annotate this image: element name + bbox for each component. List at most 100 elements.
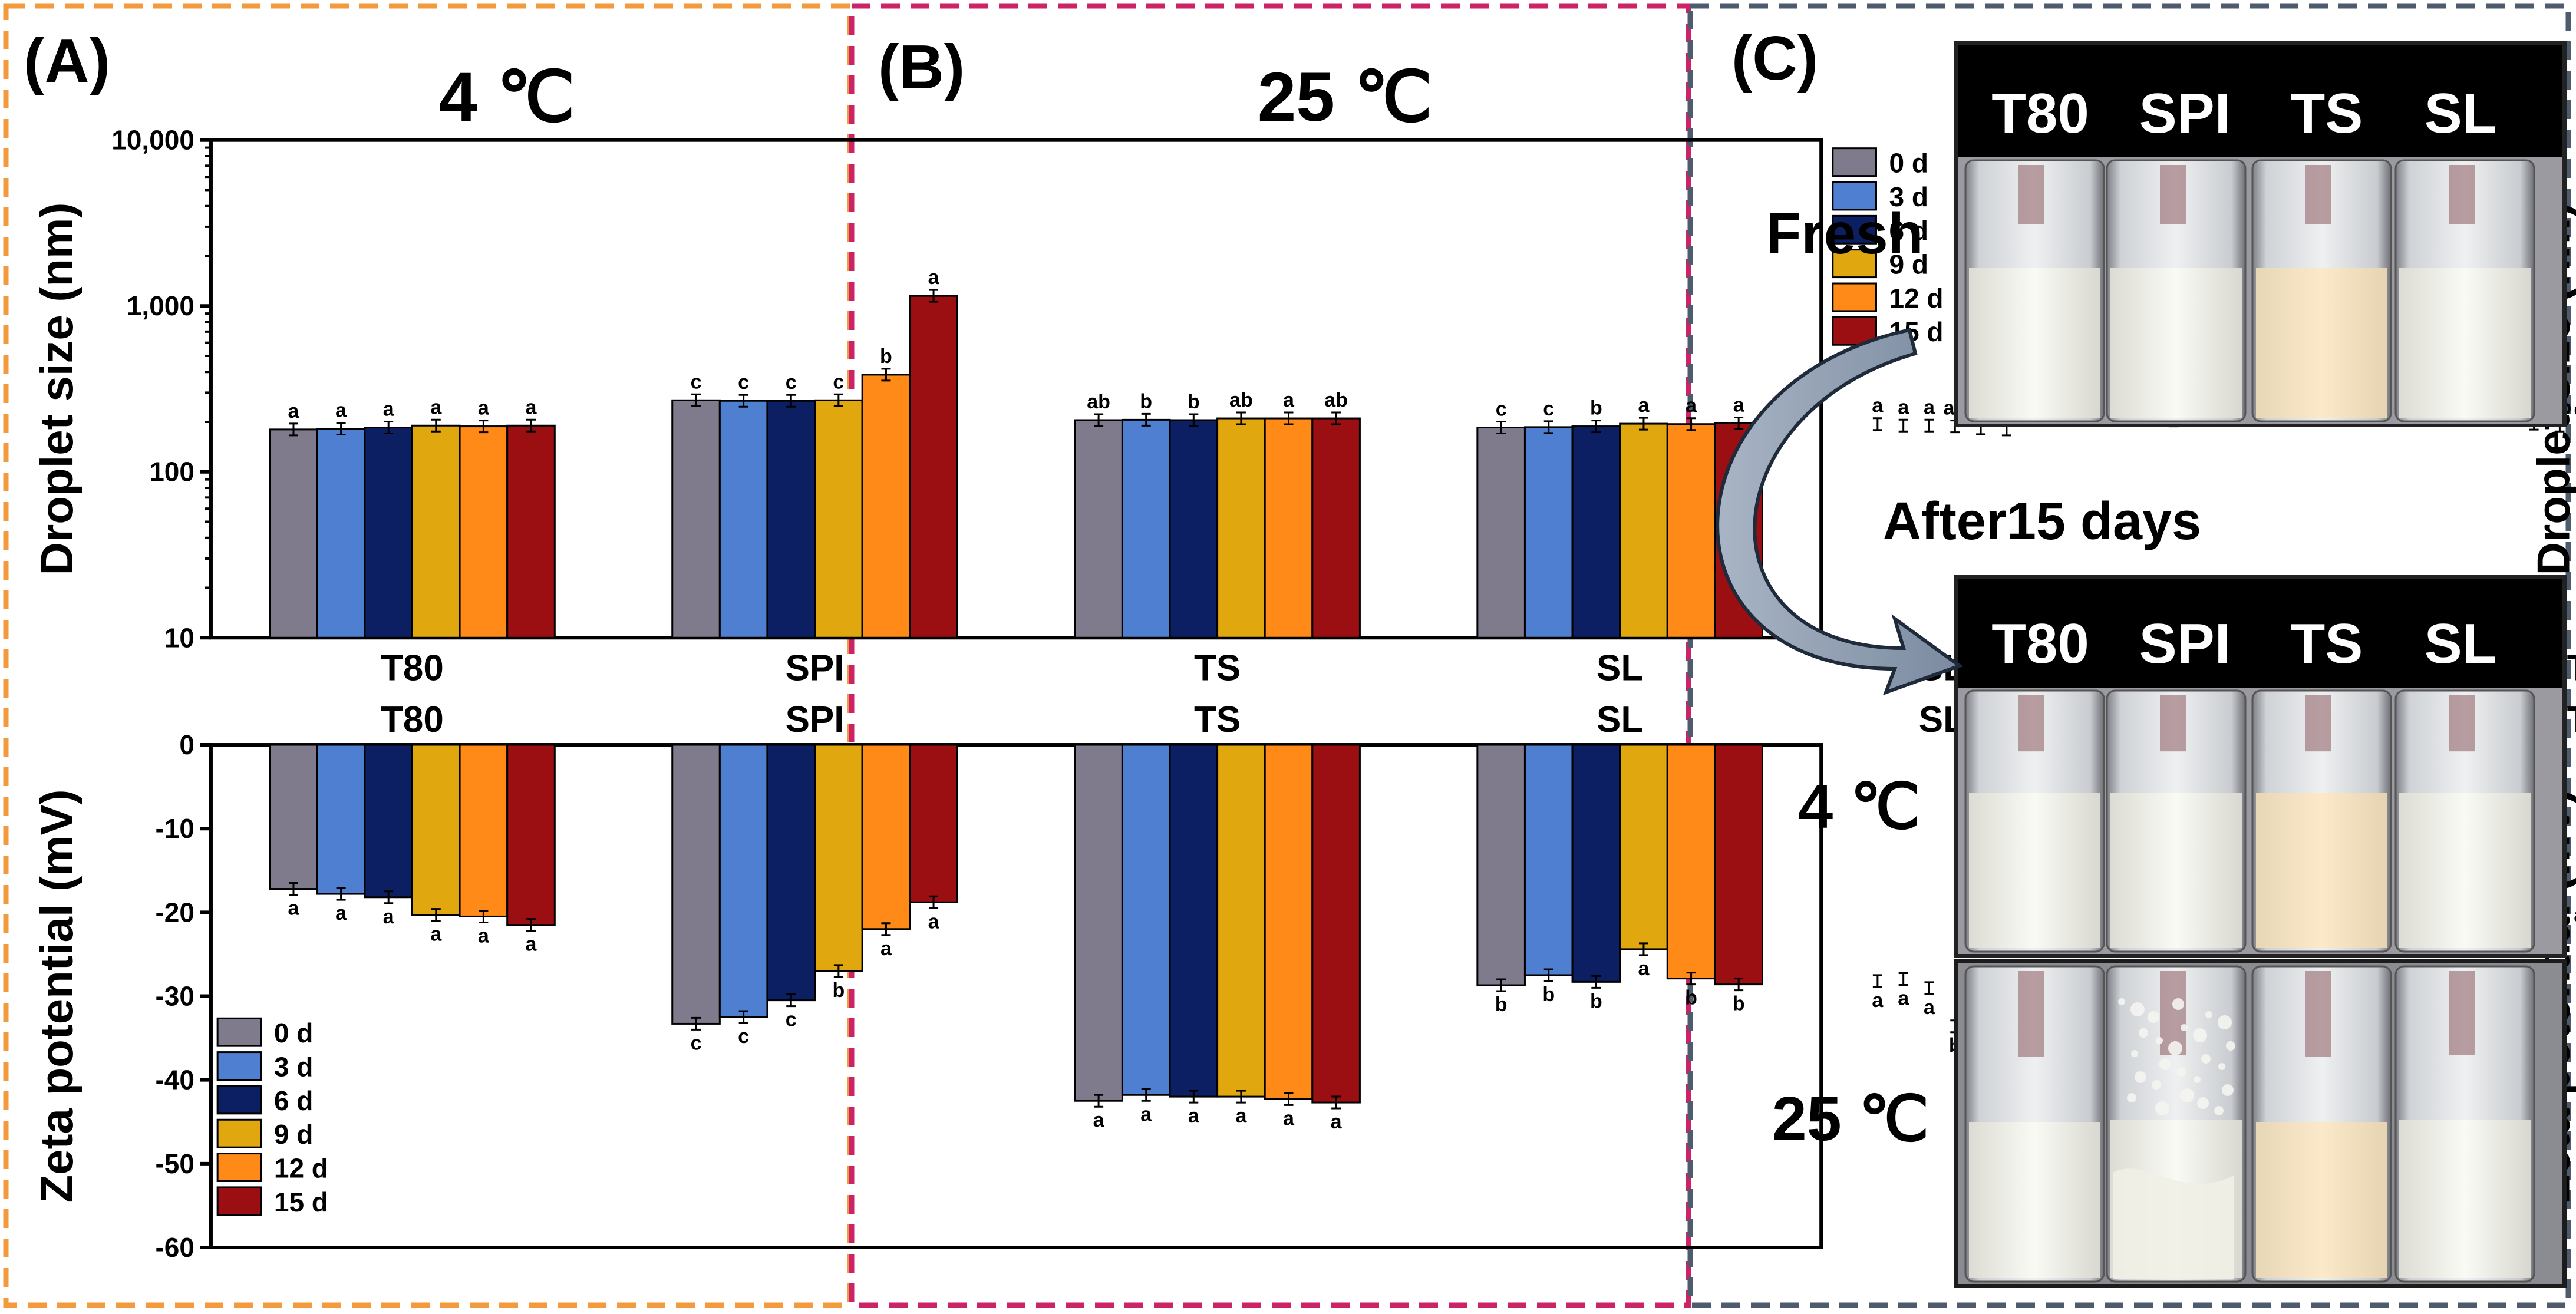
vial-reflection (2305, 971, 2331, 1057)
bar-sl-9d (1619, 744, 1668, 950)
bar-sl-3d (1523, 744, 1574, 976)
legend-swatch (1832, 249, 1877, 279)
vial-reflection (2449, 695, 2475, 752)
bar-ts-12d (1264, 744, 1314, 1100)
significance-letter: a (430, 396, 442, 418)
bar-ts-3d (1121, 744, 1171, 1096)
bar-spi-15d (909, 295, 958, 639)
spi-foam-fleck (2130, 1002, 2145, 1016)
significance-letter: b (1590, 990, 1602, 1012)
significance-letter: a (1188, 1105, 1200, 1127)
category-label-top: SL (1597, 648, 1643, 688)
spi-foam-fleck (2197, 1097, 2209, 1109)
row-label-4c: 4 ℃ (1798, 772, 1920, 841)
bar-ts-9d (1216, 744, 1266, 1098)
vial-liquid (2256, 1122, 2387, 1278)
spi-foam-fleck (2201, 1054, 2211, 1064)
bar-t80-9d (411, 744, 461, 916)
photo-after-25c (1954, 959, 2567, 1288)
bar-ts-15d (1311, 417, 1361, 639)
vial-reflection (2018, 165, 2044, 224)
significance-letter: a (1898, 988, 1909, 1010)
significance-letter: c (691, 371, 702, 393)
vial-reflection (2018, 971, 2044, 1057)
legend-swatch (1832, 147, 1877, 177)
significance-letter: b (832, 979, 845, 1002)
category-label-bottom: T80 (381, 699, 444, 740)
significance-letter: a (1140, 1103, 1152, 1125)
y-tick-label: -30 (155, 981, 194, 1012)
photo-4c-header-sl: SL (2425, 612, 2497, 675)
legend-label: 12 d (1889, 283, 1943, 313)
significance-letter: a (1872, 989, 1884, 1012)
bar-sl-0d (1476, 427, 1526, 639)
vial-reflection (2018, 695, 2044, 752)
photo-fresh-header-spi: SPI (2139, 82, 2231, 145)
spi-foam-fleck (2205, 1011, 2212, 1018)
bar-spi-3d (718, 744, 768, 1018)
vial-liquid (2110, 268, 2242, 418)
y-tick-label: -20 (155, 897, 194, 927)
significance-letter: a (478, 925, 490, 947)
bar-t80-12d (459, 425, 509, 639)
vial-liquid (1969, 1122, 2100, 1278)
spi-foam-fleck (2218, 1063, 2225, 1070)
bar-spi-0d (671, 744, 721, 1025)
significance-letter: c (1496, 398, 1507, 421)
significance-letter: c (1543, 398, 1554, 420)
y-tick-label: 0 (179, 729, 194, 760)
bar-sl-12d (1666, 744, 1716, 980)
significance-letter: a (1924, 996, 1935, 1019)
vial-liquid (1969, 268, 2100, 418)
vial-reflection (2160, 695, 2186, 752)
vial-liquid (2399, 268, 2531, 418)
significance-letter: a (1924, 396, 1935, 418)
significance-letter: a (1686, 395, 1697, 417)
vial-reflection (2160, 165, 2186, 224)
spi-foam-fleck (2226, 1041, 2235, 1051)
bar-t80-15d (506, 744, 556, 926)
significance-letter: a (1733, 394, 1745, 416)
vial-liquid (2256, 793, 2387, 948)
bar-sl-6d (1571, 425, 1621, 639)
significance-letter: b (1495, 993, 1508, 1016)
significance-letter: cb (2574, 398, 2576, 421)
legend-swatch (1832, 214, 1877, 245)
significance-letter: ab (2574, 904, 2576, 926)
category-label-top: T80 (2567, 648, 2576, 688)
significance-letter: c (738, 371, 749, 394)
category-label-top: TS (1194, 648, 1241, 688)
spi-foam-fleck (2135, 1071, 2146, 1083)
significance-letter: a (335, 400, 347, 422)
legend-swatch (216, 1017, 262, 1047)
y-tick-label: -60 (155, 1232, 194, 1263)
bar-sl-3d (1523, 426, 1574, 639)
spi-foam-fleck (2127, 1093, 2136, 1102)
y-axis-title: Droplet size (nm) (31, 203, 83, 576)
category-label-bottom: SL (1597, 699, 1643, 740)
category-label-bottom: TS (1194, 699, 1241, 740)
legend-label: 15 d (274, 1187, 328, 1217)
legend-label: 3 d (1889, 181, 1928, 212)
photo-fresh: T80 SPI TS SL (1954, 41, 2567, 427)
spi-foam-fleck (2194, 1076, 2201, 1083)
bar-t80-12d (459, 744, 509, 917)
spi-foam-fleck (2118, 998, 2125, 1005)
bar-spi-9d (814, 399, 863, 639)
legend-label: 9 d (274, 1119, 313, 1150)
significance-letter: a (383, 398, 395, 421)
bar-ts-12d (1264, 417, 1314, 639)
bar-t80-3d (316, 744, 366, 895)
significance-letter: a (1093, 1109, 1105, 1131)
significance-letter: a (526, 933, 537, 956)
bar-sl-12d (1666, 423, 1716, 639)
curved-arrow-icon (1716, 328, 1964, 696)
y-tick-label: 10 (164, 622, 194, 653)
y-tick-label: -40 (155, 1065, 194, 1095)
bar-spi-3d (718, 400, 768, 639)
significance-letter: c (691, 1032, 702, 1054)
zeta-potential-chart-4c: 0 -10 -20 -30 -40 -50 -60 Zeta potential (mV) a a… (31, 699, 1823, 1263)
significance-letter: a (335, 902, 347, 925)
bar-sl-6d (1571, 744, 1621, 983)
